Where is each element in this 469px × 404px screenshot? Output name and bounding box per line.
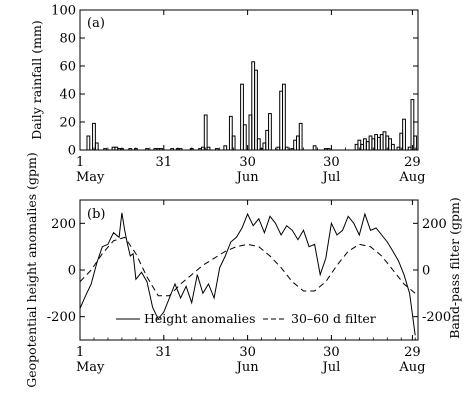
- x-month-label: Jul: [321, 360, 341, 375]
- rainfall-bar: [410, 99, 415, 151]
- x-month-label: Jun: [235, 170, 260, 185]
- x-month-label: Jul: [321, 170, 341, 185]
- rainfall-bar: [128, 148, 133, 151]
- rainfall-bar: [170, 148, 175, 151]
- y2-tick-label: 200: [422, 217, 447, 232]
- rainfall-bar: [282, 83, 286, 151]
- x-tick-label: 1: [76, 345, 84, 360]
- rainfall-bar: [145, 148, 149, 151]
- rainfall-bar: [390, 143, 395, 151]
- x-tick-label: 29: [404, 155, 421, 170]
- rainfall-panel: (a) Daily rainfall (mm) 0 20 40 60 80 100 1Ma…: [29, 4, 425, 186]
- height-panel-label: (b): [87, 207, 105, 222]
- x-tick-label: 30: [323, 345, 340, 360]
- rainfall-bar: [206, 146, 211, 151]
- y-tick-label: 200: [51, 217, 76, 232]
- rainfall-bar: [413, 135, 418, 151]
- height-anomalies-line: [79, 212, 416, 336]
- height-panel: (b) Geopotential height anomalies (gpm) …: [24, 152, 462, 388]
- rainfall-bar: [94, 142, 99, 151]
- rainfall-bar: [312, 145, 317, 151]
- filter-y-axis-label: Band-pass filter (gpm): [447, 197, 462, 339]
- rainfall-bar: [402, 118, 406, 151]
- legend-filter-label: 30–60 d filter: [291, 311, 376, 326]
- y-tick-label: 0: [68, 144, 76, 159]
- rainfall-bar: [228, 115, 233, 151]
- x-tick-label: 31: [156, 345, 173, 360]
- rainfall-bar: [256, 138, 261, 151]
- x-month-label: May: [76, 170, 105, 185]
- rainfall-y-axis-label: Daily rainfall (mm): [29, 20, 44, 140]
- y-tick-label: 40: [59, 88, 76, 103]
- rainfall-bar: [284, 146, 289, 151]
- height-y-axis-label: Geopotential height anomalies (gpm): [24, 152, 39, 388]
- rainfall-bar: [240, 83, 244, 151]
- x-tick-label: 29: [404, 345, 421, 360]
- height-y-ticks: -200 0 200: [47, 217, 85, 325]
- rainfall-bars: [86, 61, 418, 151]
- rainfall-bar: [268, 113, 272, 151]
- filter-line: [79, 236, 416, 297]
- x-month-label: Aug: [398, 170, 425, 185]
- rainfall-bar: [298, 122, 303, 151]
- legend-height-label: Height anomalies: [144, 311, 256, 326]
- x-tick-label: 31: [156, 155, 173, 170]
- rainfall-bar: [92, 122, 96, 151]
- rainfall-bar: [159, 148, 163, 151]
- y2-tick-label: -200: [422, 310, 451, 325]
- y-tick-label: 20: [59, 116, 76, 131]
- rainfall-panel-label: (a): [87, 16, 105, 31]
- rainfall-bar: [326, 148, 331, 151]
- y-tick-label: 100: [51, 4, 76, 19]
- x-month-label: Jun: [235, 360, 260, 375]
- rainfall-bar: [103, 148, 108, 151]
- x-tick-label: 1: [76, 155, 84, 170]
- y-tick-label: -200: [47, 310, 76, 325]
- rainfall-bar: [203, 114, 208, 151]
- y-tick-label: 80: [59, 32, 76, 47]
- filter-y-ticks: -200 0 200: [413, 217, 451, 325]
- rainfall-bar: [254, 69, 258, 151]
- x-month-label: May: [76, 360, 105, 375]
- rainfall-bar: [86, 135, 91, 151]
- y-tick-label: 0: [68, 264, 76, 279]
- y-tick-label: 60: [59, 60, 76, 75]
- rainfall-bar: [178, 148, 183, 151]
- x-month-label: Aug: [398, 360, 425, 375]
- rainfall-bar: [120, 148, 124, 151]
- y2-tick-label: 0: [422, 264, 430, 279]
- x-tick-label: 30: [239, 155, 256, 170]
- rainfall-bar: [133, 148, 138, 151]
- rainfall-bar: [231, 135, 236, 151]
- rainfall-bar: [242, 124, 247, 151]
- x-tick-label: 30: [239, 345, 256, 360]
- rainfall-bar: [214, 148, 219, 151]
- rainfall-bar: [189, 148, 194, 151]
- x-tick-label: 30: [323, 155, 340, 170]
- rainfall-y-ticks: 0 20 40 60 80 100: [51, 4, 418, 159]
- rainfall-bar: [223, 145, 228, 151]
- legend: Height anomalies 30–60 d filter: [116, 311, 376, 326]
